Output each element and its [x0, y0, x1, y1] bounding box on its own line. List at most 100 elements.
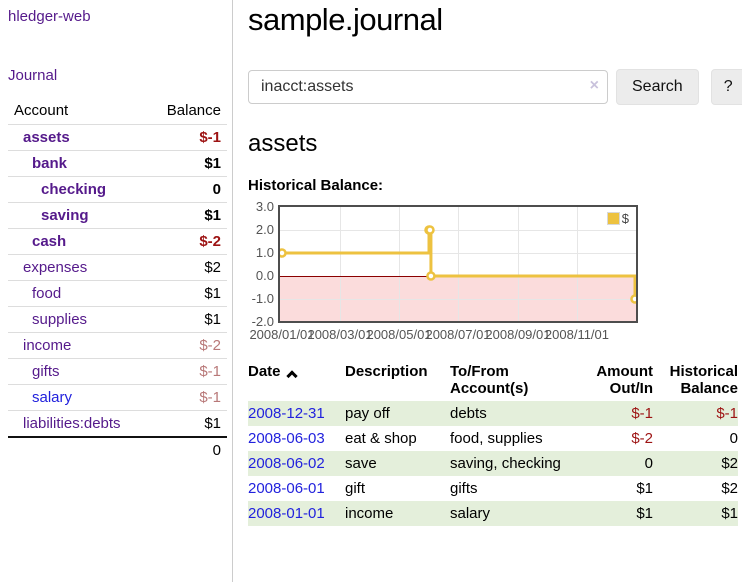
chart-plot-area: $ — [278, 205, 638, 323]
account-row: bank $1 — [8, 150, 227, 177]
account-row: checking 0 — [8, 176, 227, 203]
transaction-date-link[interactable]: 2008-12-31 — [248, 405, 325, 422]
amount-column-header: Amount Out/In — [596, 363, 653, 397]
transaction-row[interactable]: 2008-12-31 pay off debts $-1 $-1 — [248, 401, 738, 426]
transaction-description: eat & shop — [345, 430, 417, 447]
register-table: Date Description To/From Account(s) Amou… — [248, 360, 738, 526]
y-axis-tick-label: -2.0 — [251, 314, 274, 329]
account-balance: $-2 — [148, 332, 227, 359]
chart-heading: Historical Balance: — [248, 177, 384, 194]
account-balance: $1 — [148, 306, 227, 333]
transaction-amount: $1 — [636, 480, 653, 497]
sidebar-account-link-expenses[interactable]: expenses — [23, 259, 88, 276]
account-column-header: Account — [14, 102, 69, 119]
chart-legend: $ — [604, 210, 631, 227]
account-balance: $1 — [148, 150, 227, 177]
sidebar-account-link-assets[interactable]: assets — [23, 129, 70, 146]
search-button[interactable]: Search — [616, 69, 699, 105]
account-row: food $1 — [8, 280, 227, 307]
date-column-header[interactable]: Date — [248, 360, 345, 401]
transaction-amount: $1 — [575, 501, 655, 526]
x-axis-tick-label: 2008/07/01 — [425, 327, 491, 342]
account-row: cash $-2 — [8, 228, 227, 255]
transaction-amount: $-2 — [631, 430, 653, 447]
transaction-description: save — [345, 451, 450, 476]
balance-column-header: Balance — [166, 102, 221, 119]
sidebar-account-link-cash[interactable]: cash — [32, 233, 67, 250]
account-row: supplies $1 — [8, 306, 227, 333]
account-balance: $-1 — [148, 124, 227, 151]
app-title-link[interactable]: hledger-web — [8, 8, 91, 25]
transaction-balance: $-1 — [655, 401, 738, 426]
transaction-date: 2008-06-03 — [248, 426, 345, 451]
transaction-date: 2008-01-01 — [248, 501, 345, 526]
transaction-accounts: salary — [450, 501, 575, 526]
account-balance: $-1 — [148, 358, 227, 385]
chart-negative-region — [280, 276, 636, 321]
sidebar-account-link-salary[interactable]: salary — [32, 389, 73, 406]
balance-series-line — [280, 225, 636, 304]
sidebar-account-link-bank[interactable]: bank — [32, 155, 68, 172]
sidebar-account-link-saving[interactable]: saving — [41, 207, 89, 224]
transaction-description: gift — [345, 480, 366, 497]
transaction-date: 2008-12-31 — [248, 401, 345, 426]
account-balance: $2 — [148, 254, 227, 281]
page-title: sample.journal — [248, 2, 443, 37]
account-row: saving $1 — [8, 202, 227, 229]
sidebar-account-link-supplies[interactable]: supplies — [32, 311, 88, 328]
balance-column-header: Historical Balance — [669, 363, 738, 397]
transaction-accounts: food, supplies — [450, 430, 543, 447]
sidebar-account-link-liabilities-debts[interactable]: liabilities:debts — [23, 415, 121, 432]
transaction-row[interactable]: 2008-06-01 gift gifts $1 $2 — [248, 476, 738, 501]
sidebar-item-journal[interactable]: Journal — [8, 67, 58, 84]
main-content: sample.journal × Search ? assets Histori… — [234, 0, 742, 582]
transaction-row[interactable]: 2008-06-03 eat & shop food, supplies $-2 0 — [248, 426, 738, 451]
search-input-wrapper: × — [248, 70, 608, 104]
transaction-accounts: gifts — [450, 480, 478, 497]
transaction-balance: $2 — [721, 480, 738, 497]
transaction-accounts: saving, checking — [450, 451, 575, 476]
transaction-date-link[interactable]: 2008-06-01 — [248, 480, 325, 497]
search-input[interactable] — [248, 70, 608, 104]
transaction-row[interactable]: 2008-06-02 save saving, checking 0 $2 — [248, 451, 738, 476]
transaction-balance: 0 — [729, 430, 738, 447]
sidebar-account-link-gifts[interactable]: gifts — [32, 363, 60, 380]
sidebar: hledger-web Journal Account Balance asse… — [0, 0, 233, 582]
transaction-amount: 0 — [575, 451, 655, 476]
sidebar-account-link-income[interactable]: income — [23, 337, 72, 354]
account-balance: $1 — [148, 410, 227, 437]
transaction-date-link[interactable]: 2008-01-01 — [248, 505, 325, 522]
transaction-balance: $2 — [655, 451, 738, 476]
x-axis-tick-label: 2008/03/01 — [307, 327, 373, 342]
sidebar-account-link-food[interactable]: food — [32, 285, 62, 302]
transaction-accounts: debts — [450, 401, 575, 426]
y-axis-tick-label: 3.0 — [255, 199, 274, 214]
y-axis-tick-label: 1.0 — [255, 245, 274, 260]
transaction-description: income — [345, 501, 450, 526]
account-row: expenses $2 — [8, 254, 227, 281]
account-balance-table: Account Balance assets $-1 bank $1 checking 0… — [8, 98, 227, 463]
account-row: assets $-1 — [8, 124, 227, 151]
y-axis-tick-label: 2.0 — [255, 222, 274, 237]
account-row: gifts $-1 — [8, 358, 227, 385]
search-help-button[interactable]: ? — [710, 69, 742, 105]
clear-search-icon[interactable]: × — [589, 77, 599, 94]
transaction-amount: $-1 — [575, 401, 655, 426]
account-column-header: To/From Account(s) — [450, 363, 529, 397]
transaction-balance: $1 — [655, 501, 738, 526]
historical-balance-chart: 3.0 2.0 1.0 0.0 -1.0 -2.0 $ 2008/01/01 2008/03… — [248, 199, 742, 343]
sidebar-account-link-checking[interactable]: checking — [41, 181, 107, 198]
transaction-date-link[interactable]: 2008-06-02 — [248, 455, 325, 472]
account-row: liabilities:debts $1 — [8, 410, 227, 437]
x-axis-tick-label: 2008/05/01 — [366, 327, 432, 342]
transaction-row[interactable]: 2008-01-01 income salary $1 $1 — [248, 501, 738, 526]
accounts-total-value: 0 — [148, 436, 227, 463]
description-column-header: Description — [345, 363, 428, 380]
account-table-header: Account Balance — [8, 98, 227, 125]
account-balance: 0 — [148, 176, 227, 203]
account-balance: $1 — [148, 280, 227, 307]
account-row: salary $-1 — [8, 384, 227, 411]
x-axis-tick-label: 2008/09/01 — [485, 327, 551, 342]
transaction-date: 2008-06-01 — [248, 476, 345, 501]
transaction-date-link[interactable]: 2008-06-03 — [248, 430, 325, 447]
